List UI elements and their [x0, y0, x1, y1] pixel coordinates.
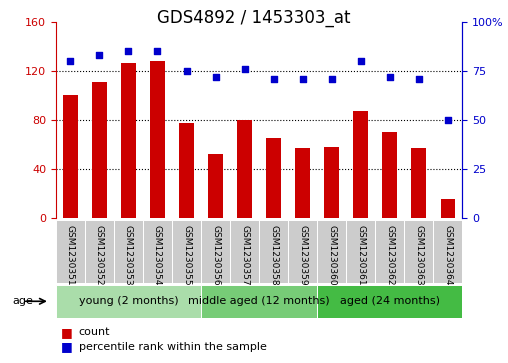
Bar — [208, 154, 223, 218]
Point — [67, 58, 75, 64]
Bar — [201, 285, 317, 318]
Point — [153, 48, 162, 54]
Bar — [411, 148, 426, 218]
Text: GSM1230358: GSM1230358 — [269, 225, 278, 285]
Bar — [295, 148, 310, 218]
Bar — [114, 220, 143, 283]
Bar — [85, 220, 114, 283]
Text: GSM1230351: GSM1230351 — [66, 225, 75, 285]
Point — [96, 52, 104, 58]
Text: ■: ■ — [61, 326, 73, 339]
Bar — [266, 138, 281, 218]
Text: GSM1230362: GSM1230362 — [385, 225, 394, 285]
Bar — [383, 132, 397, 218]
Point — [415, 76, 423, 82]
Text: GSM1230352: GSM1230352 — [95, 225, 104, 285]
Bar — [317, 285, 462, 318]
Text: count: count — [79, 327, 110, 337]
Bar — [121, 64, 136, 218]
Point — [386, 74, 394, 79]
Text: age: age — [13, 296, 34, 306]
Bar — [230, 220, 259, 283]
Text: GSM1230355: GSM1230355 — [182, 225, 191, 285]
Text: GSM1230360: GSM1230360 — [327, 225, 336, 285]
Text: GSM1230363: GSM1230363 — [414, 225, 423, 285]
Bar — [404, 220, 433, 283]
Bar — [143, 220, 172, 283]
Point — [299, 76, 307, 82]
Point — [211, 74, 219, 79]
Point — [124, 48, 133, 54]
Point — [270, 76, 278, 82]
Point — [328, 76, 336, 82]
Bar — [375, 220, 404, 283]
Point — [357, 58, 365, 64]
Bar — [433, 220, 462, 283]
Text: GSM1230356: GSM1230356 — [211, 225, 220, 285]
Text: percentile rank within the sample: percentile rank within the sample — [79, 342, 267, 352]
Bar — [288, 220, 317, 283]
Bar — [325, 147, 339, 218]
Bar — [346, 220, 375, 283]
Bar — [56, 220, 85, 283]
Bar — [201, 220, 230, 283]
Bar — [237, 120, 252, 218]
Text: middle aged (12 months): middle aged (12 months) — [188, 296, 330, 306]
Text: GSM1230353: GSM1230353 — [124, 225, 133, 285]
Text: young (2 months): young (2 months) — [79, 296, 178, 306]
Bar — [259, 220, 288, 283]
Text: GSM1230354: GSM1230354 — [153, 225, 162, 285]
Bar — [92, 82, 107, 218]
Text: ■: ■ — [61, 340, 73, 353]
Text: aged (24 months): aged (24 months) — [340, 296, 440, 306]
Text: GDS4892 / 1453303_at: GDS4892 / 1453303_at — [157, 9, 351, 27]
Point — [443, 117, 452, 123]
Point — [182, 68, 190, 74]
Bar — [150, 61, 165, 218]
Bar — [56, 285, 201, 318]
Text: GSM1230359: GSM1230359 — [298, 225, 307, 285]
Text: GSM1230361: GSM1230361 — [356, 225, 365, 285]
Text: GSM1230364: GSM1230364 — [443, 225, 452, 285]
Bar — [172, 220, 201, 283]
Bar — [179, 123, 194, 218]
Bar — [63, 95, 78, 218]
Bar — [317, 220, 346, 283]
Bar — [354, 111, 368, 218]
Point — [240, 66, 248, 72]
Bar — [440, 199, 455, 218]
Text: GSM1230357: GSM1230357 — [240, 225, 249, 285]
